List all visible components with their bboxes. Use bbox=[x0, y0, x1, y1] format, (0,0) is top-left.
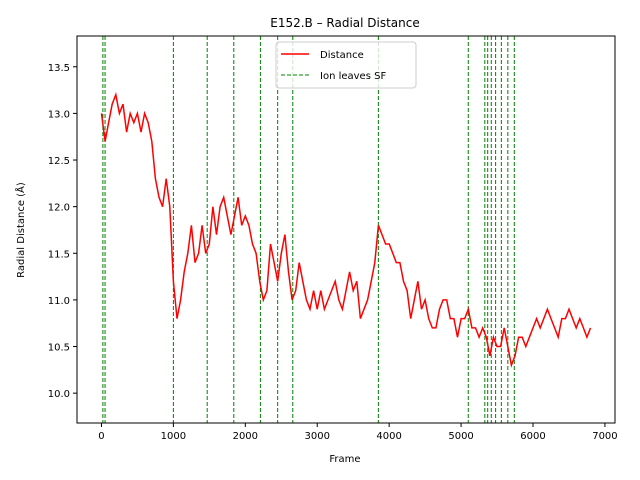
x-axis: 0 1000 2000 3000 4000 5000 6000 7000 bbox=[98, 423, 618, 442]
distance-line bbox=[100, 91, 592, 368]
y-tick-label: 11.0 bbox=[48, 296, 70, 307]
series-group bbox=[100, 91, 592, 368]
x-tick-label: 1000 bbox=[161, 431, 186, 442]
y-tick-label: 13.5 bbox=[48, 63, 70, 74]
y-axis-label: Radial Distance (Å) bbox=[14, 182, 27, 278]
x-tick-label: 6000 bbox=[520, 431, 545, 442]
x-tick-label: 5000 bbox=[448, 431, 473, 442]
y-tick-label: 13.0 bbox=[48, 109, 70, 120]
x-axis-label: Frame bbox=[329, 454, 360, 465]
x-tick-label: 7000 bbox=[592, 431, 617, 442]
x-tick-label: 4000 bbox=[376, 431, 401, 442]
x-tick-label: 2000 bbox=[233, 431, 258, 442]
legend-label-distance: Distance bbox=[320, 50, 364, 61]
plot-frame bbox=[76, 35, 616, 424]
y-tick-label: 11.5 bbox=[48, 249, 70, 260]
legend-box bbox=[275, 41, 417, 89]
y-tick-label: 10.0 bbox=[48, 389, 70, 400]
y-tick-label: 10.5 bbox=[48, 343, 70, 354]
x-tick-label: 3000 bbox=[305, 431, 330, 442]
legend: Distance Ion leaves SF bbox=[275, 41, 417, 89]
x-tick-label: 0 bbox=[98, 431, 104, 442]
y-axis: 10.0 10.5 11.0 11.5 12.0 12.5 13.0 13.5 bbox=[48, 63, 77, 400]
y-tick-label: 12.0 bbox=[48, 203, 70, 214]
y-tick-label: 12.5 bbox=[48, 156, 70, 167]
chart-title: E152.B – Radial Distance bbox=[270, 16, 420, 30]
vlines-group bbox=[102, 36, 515, 423]
legend-label-ion-leaves-sf: Ion leaves SF bbox=[320, 71, 386, 82]
